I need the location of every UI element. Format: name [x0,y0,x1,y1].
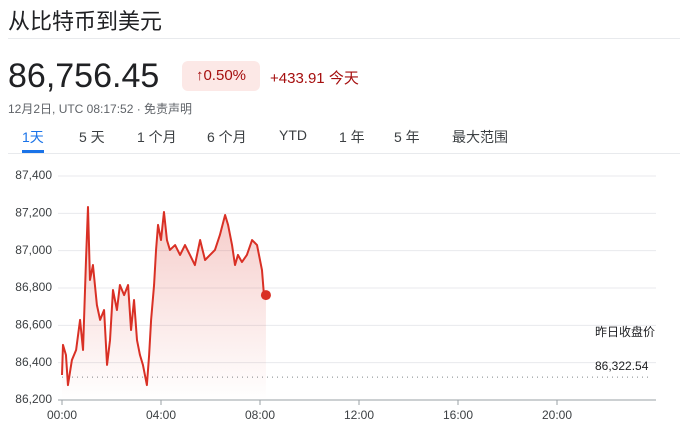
divider [8,153,680,154]
range-tab[interactable]: 5 年 [394,129,420,145]
x-tick-label: 12:00 [344,408,374,422]
last-point [260,290,271,301]
change-value: +433.91 [270,70,325,87]
previous-close-value: 86,322.54 [595,359,649,373]
area [62,206,266,400]
title: 从比特币到美元 [8,9,163,34]
x-tick-label: 04:00 [146,408,176,422]
previous-close-label: 昨日收盘价 [595,325,656,339]
y-tick-label: 86,400 [15,355,52,369]
change-percent: 0.50% [203,67,247,84]
y-tick-label: 87,400 [15,168,52,182]
change-badge: ↑0.50% [182,61,260,91]
range-tab[interactable]: 最大范围 [452,129,508,145]
y-tick-label: 86,800 [15,280,52,294]
x-tick-label: 00:00 [47,408,77,422]
range-tab[interactable]: 1 年 [339,129,365,145]
range-tab[interactable]: 1 个月 [137,129,177,145]
timestamp: 12月2日, UTC 08:17:52 · 免责声明 [8,102,193,116]
range-tab[interactable]: 5 天 [79,129,105,145]
range-tab[interactable]: 1天 [22,127,44,153]
arrow: ↑ [195,67,204,84]
change-period: 今天 [328,70,359,87]
x-tick-label: 16:00 [443,408,473,422]
range-tab[interactable]: 6 个月 [207,129,247,145]
line [61,205,266,387]
x-tick-label: 20:00 [542,408,572,422]
y-tick-label: 86,200 [15,392,52,406]
divider [8,38,680,39]
range-tab[interactable]: YTD [279,127,307,143]
y-tick-label: 86,600 [15,318,52,332]
change: +433.91 今天 [270,67,359,88]
price: 86,756.45 [8,57,160,95]
x-tick-label: 08:00 [245,408,275,422]
y-tick-label: 87,000 [15,243,52,257]
y-tick-label: 87,200 [15,206,52,220]
